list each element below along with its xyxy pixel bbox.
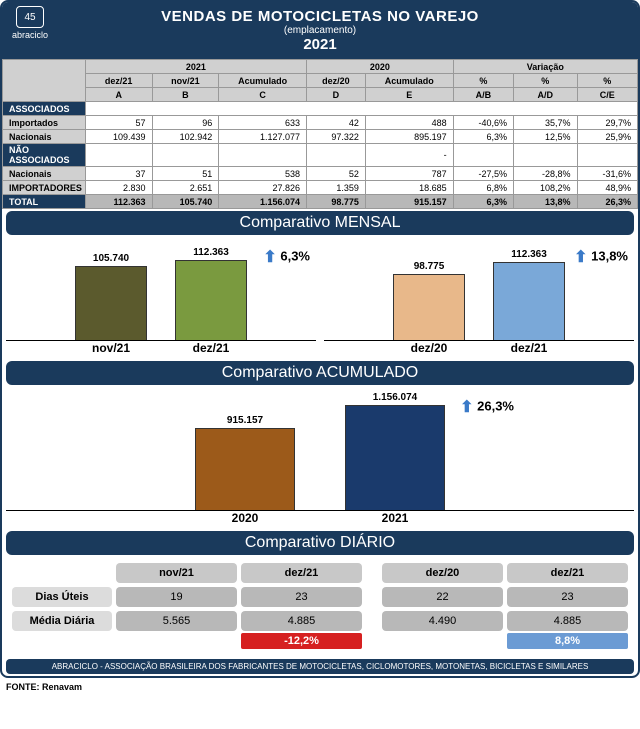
bar-label: nov/21 bbox=[71, 341, 151, 355]
report-header: 45 abraciclo VENDAS DE MOTOCICLETAS NO V… bbox=[2, 2, 638, 59]
th-pct-ad: % bbox=[514, 74, 578, 88]
bar-rect bbox=[393, 274, 465, 340]
report-year: 2021 bbox=[2, 36, 638, 53]
th-dez20: dez/20 bbox=[307, 74, 366, 88]
fonte: FONTE: Renavam bbox=[0, 678, 640, 696]
diario-hdr-3: dez/20 bbox=[382, 563, 503, 583]
th-2021: 2021 bbox=[85, 60, 306, 74]
bar-rect bbox=[175, 260, 247, 340]
th-dez21: dez/21 bbox=[85, 74, 152, 88]
diario-pct-left: -12,2% bbox=[241, 633, 362, 649]
footer-bar: ABRACICLO - ASSOCIAÇÃO BRASILEIRA DOS FA… bbox=[6, 659, 634, 674]
th-pct-ce: % bbox=[577, 74, 637, 88]
bar-rect bbox=[75, 266, 147, 340]
row-importadores: IMPORTADORES 2.830 2.651 27.826 1.359 18… bbox=[3, 181, 638, 195]
section-associados: ASSOCIADOS bbox=[3, 102, 86, 116]
th-acum20: Acumulado bbox=[365, 74, 453, 88]
bar-value: 112.363 bbox=[193, 247, 229, 258]
report-container: 45 abraciclo VENDAS DE MOTOCICLETAS NO V… bbox=[0, 0, 640, 678]
charts-mensal: ⬆ 6,3% 105.740112.363 nov/21dez/21 ⬆ 13,… bbox=[2, 237, 638, 359]
th-code-c: C bbox=[219, 88, 307, 102]
row-nacionais1: Nacionais 109.439 102.942 1.127.077 97.3… bbox=[3, 130, 638, 144]
charts-acumulado: ⬆ 26,3% 915.1571.156.074 20202021 bbox=[2, 387, 638, 529]
logo-text: abraciclo bbox=[12, 30, 48, 40]
th-code-ce: C/E bbox=[577, 88, 637, 102]
th-2020: 2020 bbox=[307, 60, 454, 74]
bar: 915.157 bbox=[190, 415, 300, 510]
th-acum21: Acumulado bbox=[219, 74, 307, 88]
row-nacionais2: Nacionais 37 51 538 52 787 -27,5% -28,8%… bbox=[3, 167, 638, 181]
th-code-ad: A/D bbox=[514, 88, 578, 102]
chart-acumulado: ⬆ 26,3% 915.1571.156.074 20202021 bbox=[6, 391, 634, 525]
bar: 105.740 bbox=[71, 253, 151, 340]
diario-hdr-2: dez/21 bbox=[241, 563, 362, 583]
bar-label: dez/21 bbox=[489, 341, 569, 355]
diario-hdr-1: nov/21 bbox=[116, 563, 237, 583]
diario-row-media: Média Diária bbox=[12, 611, 112, 631]
th-nov21: nov/21 bbox=[152, 74, 219, 88]
th-code-e: E bbox=[365, 88, 453, 102]
chart-mensal-1: ⬆ 6,3% 105.740112.363 nov/21dez/21 bbox=[6, 241, 316, 355]
section-mensal-title: Comparativo MENSAL bbox=[6, 211, 634, 235]
bar-value: 98.775 bbox=[414, 261, 445, 272]
bar-label: 2021 bbox=[340, 511, 450, 525]
bar: 112.363 bbox=[489, 249, 569, 340]
bar: 1.156.074 bbox=[340, 392, 450, 510]
diario-pct-right: 8,8% bbox=[507, 633, 628, 649]
data-table: 2021 2020 Variação dez/21 nov/21 Acumula… bbox=[2, 59, 638, 209]
logo: 45 abraciclo bbox=[12, 6, 48, 40]
bar-label: dez/21 bbox=[171, 341, 251, 355]
bar-rect bbox=[195, 428, 295, 510]
bar-rect bbox=[493, 262, 565, 340]
logo-badge: 45 bbox=[16, 6, 44, 28]
th-code-d: D bbox=[307, 88, 366, 102]
th-code-b: B bbox=[152, 88, 219, 102]
section-diario-title: Comparativo DIÁRIO bbox=[6, 531, 634, 555]
bar-rect bbox=[345, 405, 445, 510]
diario-table: nov/21 dez/21 dez/20 dez/21 Dias Úteis 1… bbox=[2, 557, 638, 655]
diario-row-dias: Dias Úteis bbox=[12, 587, 112, 607]
bar: 112.363 bbox=[171, 247, 251, 340]
section-nao-associados: NÃO ASSOCIADOS bbox=[3, 144, 86, 167]
bar-value: 112.363 bbox=[511, 249, 547, 260]
th-code-a: A bbox=[85, 88, 152, 102]
th-pct-ab: % bbox=[453, 74, 513, 88]
th-var: Variação bbox=[453, 60, 637, 74]
row-total: TOTAL 112.363 105.740 1.156.074 98.775 9… bbox=[3, 195, 638, 209]
section-acumulado-title: Comparativo ACUMULADO bbox=[6, 361, 634, 385]
bar-value: 915.157 bbox=[227, 415, 263, 426]
row-importados1: Importados 57 96 633 42 488 -40,6% 35,7%… bbox=[3, 116, 638, 130]
bar-label: 2020 bbox=[190, 511, 300, 525]
bar-value: 1.156.074 bbox=[373, 392, 418, 403]
diario-hdr-4: dez/21 bbox=[507, 563, 628, 583]
th-code-ab: A/B bbox=[453, 88, 513, 102]
bar: 98.775 bbox=[389, 261, 469, 340]
chart-mensal-2: ⬆ 13,8% 98.775112.363 dez/20dez/21 bbox=[324, 241, 634, 355]
bar-value: 105.740 bbox=[93, 253, 129, 264]
bar-label: dez/20 bbox=[389, 341, 469, 355]
report-title: VENDAS DE MOTOCICLETAS NO VAREJO bbox=[2, 8, 638, 25]
report-subtitle: (emplacamento) bbox=[2, 25, 638, 36]
